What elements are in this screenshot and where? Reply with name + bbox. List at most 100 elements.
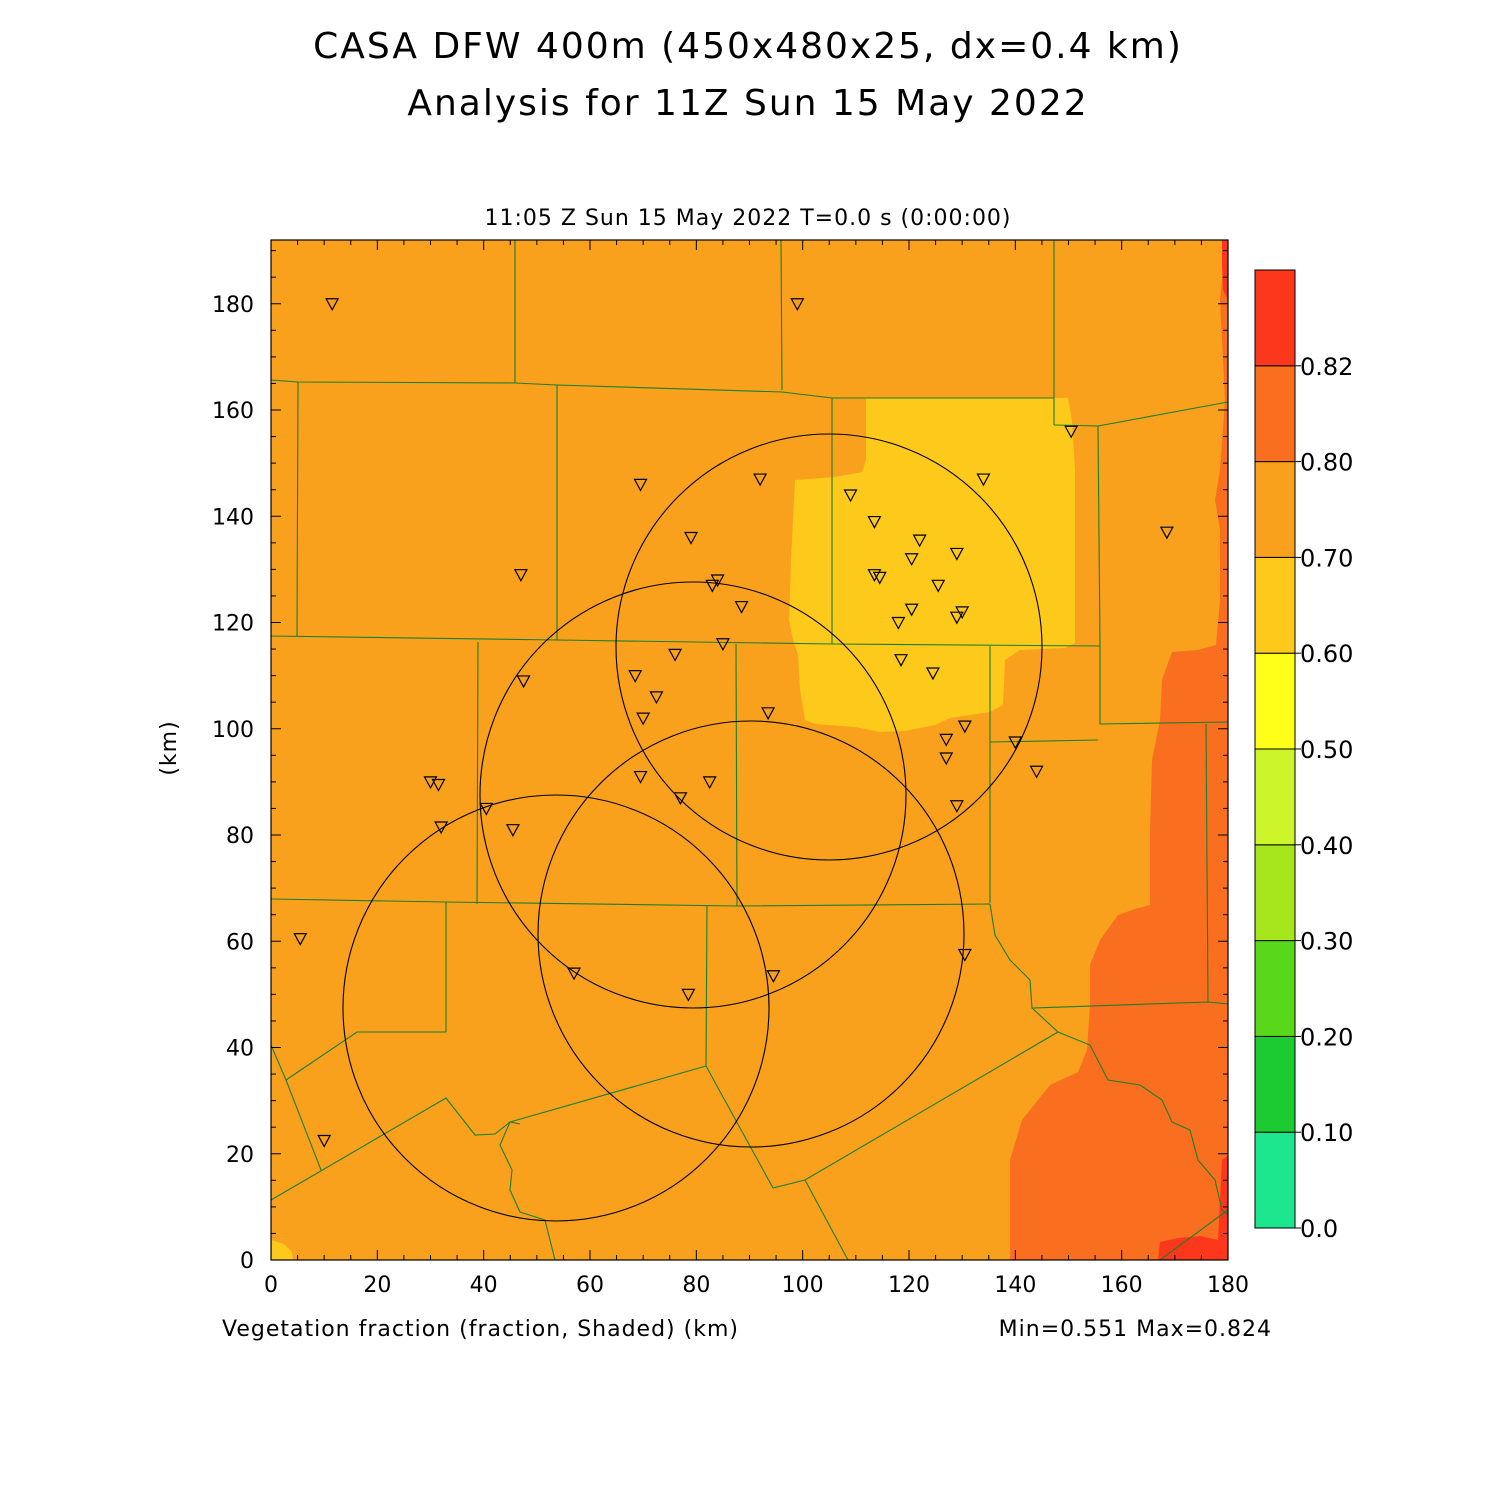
station-marker bbox=[925, 667, 940, 681]
station-markers bbox=[293, 298, 1174, 1148]
y-tick-labels: 0 20 40 60 80 100 120 140 160 180 bbox=[212, 293, 254, 1274]
colorbar-swatch bbox=[1254, 365, 1296, 463]
station-marker bbox=[957, 948, 972, 962]
colorbar-label: 0.20 bbox=[1300, 1023, 1353, 1051]
colorbar-label: 0.60 bbox=[1300, 640, 1353, 668]
y-tick-label: 100 bbox=[212, 718, 254, 743]
station-marker bbox=[684, 531, 699, 545]
station-marker bbox=[633, 770, 648, 784]
station-marker bbox=[904, 603, 919, 617]
valid-time-label: 11:05 Z Sun 15 May 2022 T=0.0 s (0:00:00… bbox=[484, 206, 1011, 231]
colorbar-swatch bbox=[1254, 940, 1296, 1037]
colorbar: 0.0 0.10 0.20 0.30 0.40 0.50 0.60 0.70 0.80 0.82 bbox=[1254, 269, 1353, 1243]
colorbar-swatch bbox=[1254, 556, 1296, 654]
station-marker bbox=[843, 489, 858, 503]
colorbar-swatch bbox=[1254, 461, 1296, 558]
min-max-label: Min=0.551 Max=0.824 bbox=[999, 1317, 1272, 1342]
axis-ticks bbox=[270, 240, 1229, 1261]
x-tick-label: 140 bbox=[994, 1273, 1036, 1298]
station-marker bbox=[649, 691, 664, 705]
colorbar-swatch bbox=[1254, 269, 1296, 367]
colorbar-label: 0.30 bbox=[1300, 928, 1353, 956]
station-marker bbox=[705, 579, 720, 593]
colorbar-swatch bbox=[1254, 1035, 1296, 1133]
colorbar-label: 0.0 bbox=[1300, 1215, 1338, 1243]
field-region-red-ne bbox=[1222, 240, 1228, 300]
station-marker bbox=[872, 571, 887, 585]
x-tick-label: 180 bbox=[1207, 1273, 1249, 1298]
station-marker bbox=[1008, 736, 1023, 750]
x-tick-label: 20 bbox=[363, 1273, 391, 1298]
station-marker bbox=[761, 707, 776, 721]
y-tick-label: 40 bbox=[226, 1037, 254, 1062]
station-marker bbox=[668, 648, 683, 662]
y-tick-label: 180 bbox=[212, 293, 254, 318]
y-tick-label: 140 bbox=[212, 505, 254, 530]
station-marker bbox=[1064, 425, 1079, 439]
x-tick-label: 160 bbox=[1101, 1273, 1143, 1298]
station-marker bbox=[702, 776, 717, 790]
y-tick-label: 60 bbox=[226, 930, 254, 955]
y-tick-label: 20 bbox=[226, 1143, 254, 1168]
y-tick-label: 160 bbox=[212, 399, 254, 424]
title-line-1: CASA DFW 400m (450x480x25, dx=0.4 km) bbox=[313, 26, 1183, 67]
station-marker bbox=[1029, 765, 1044, 779]
station-marker bbox=[567, 967, 582, 981]
station-marker bbox=[513, 569, 528, 582]
colorbar-swatch bbox=[1254, 652, 1296, 750]
station-marker bbox=[949, 800, 964, 814]
station-marker bbox=[912, 534, 927, 548]
station-marker bbox=[633, 478, 648, 492]
station-marker bbox=[867, 515, 882, 529]
station-marker bbox=[904, 553, 919, 567]
colorbar-label: 0.50 bbox=[1300, 736, 1353, 764]
range-ring-3 bbox=[537, 720, 965, 1148]
colorbar-swatch bbox=[1254, 844, 1296, 942]
station-marker bbox=[434, 821, 449, 835]
x-tick-labels: 0 20 40 60 80 100 120 140 160 180 bbox=[264, 1273, 1249, 1298]
station-marker bbox=[939, 733, 954, 747]
range-ring-1 bbox=[615, 433, 1043, 861]
station-marker bbox=[790, 298, 805, 312]
station-marker bbox=[949, 611, 964, 625]
vegetation-fraction-field bbox=[271, 240, 1228, 1260]
station-marker bbox=[673, 792, 688, 806]
x-tick-label: 80 bbox=[682, 1273, 710, 1298]
station-marker bbox=[505, 824, 520, 837]
station-marker bbox=[628, 670, 643, 683]
station-marker bbox=[766, 970, 781, 984]
x-tick-label: 120 bbox=[888, 1273, 930, 1298]
range-ring-4 bbox=[342, 794, 770, 1222]
station-marker bbox=[681, 988, 696, 1002]
station-marker bbox=[894, 654, 909, 667]
y-axis-label: (km) bbox=[157, 720, 182, 775]
colorbar-swatch bbox=[1254, 1131, 1296, 1229]
station-marker bbox=[976, 473, 991, 487]
station-marker bbox=[325, 298, 340, 312]
station-marker bbox=[957, 720, 972, 734]
x-tick-label: 0 bbox=[264, 1273, 278, 1298]
station-marker bbox=[317, 1134, 332, 1148]
station-marker bbox=[734, 600, 749, 614]
field-description: Vegetation fraction (fraction, Shaded) (… bbox=[222, 1317, 739, 1342]
field-region-yellow bbox=[789, 398, 1075, 732]
field-region-yellow-sw bbox=[271, 1240, 293, 1260]
field-region-red-se bbox=[1158, 1155, 1228, 1260]
colorbar-label: 0.80 bbox=[1300, 449, 1353, 477]
colorbar-label: 0.40 bbox=[1300, 832, 1353, 860]
colorbar-swatch bbox=[1254, 748, 1296, 846]
station-marker bbox=[479, 802, 494, 816]
station-marker bbox=[293, 932, 308, 946]
county-boundaries bbox=[271, 240, 1228, 1260]
station-marker bbox=[891, 616, 906, 630]
colorbar-label: 0.10 bbox=[1300, 1119, 1353, 1147]
station-marker bbox=[753, 473, 768, 487]
x-tick-label: 40 bbox=[470, 1273, 498, 1298]
colorbar-label: 0.82 bbox=[1300, 353, 1353, 381]
range-ring-2 bbox=[479, 581, 907, 1009]
y-tick-label: 120 bbox=[212, 612, 254, 637]
y-tick-label: 0 bbox=[240, 1249, 254, 1274]
station-marker bbox=[636, 712, 651, 726]
x-tick-label: 100 bbox=[782, 1273, 824, 1298]
